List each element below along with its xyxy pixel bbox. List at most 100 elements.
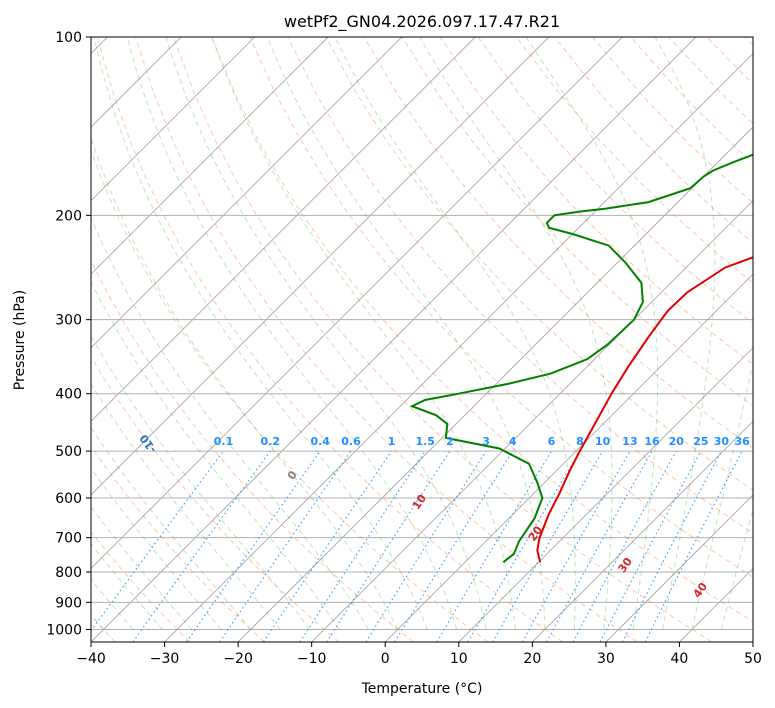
x-tick-label: −30 [150, 651, 180, 667]
isotherm [752, 641, 753, 642]
mixing-ratio-line [599, 450, 702, 642]
mixing-ratio-line [326, 450, 451, 642]
isotherm [384, 273, 753, 642]
moist-adiabat [266, 37, 546, 630]
data-layer [409, 153, 753, 563]
mixing-ratio-label: 8 [576, 435, 584, 448]
dry-adiabat [287, 37, 753, 534]
mixing-ratio-label: 20 [669, 435, 685, 448]
y-tick-label: 900 [55, 595, 82, 611]
mixing-ratio-line [436, 450, 553, 642]
mixing-ratio-line [186, 450, 321, 642]
moist-adiabat [91, 136, 399, 630]
x-tick-label: −20 [223, 651, 253, 667]
plot-area [91, 37, 753, 642]
isotherm [91, 37, 256, 202]
dry-adiabat [211, 37, 753, 623]
dry-adiabat [91, 149, 489, 642]
y-axis-label: Pressure (hPa) [12, 290, 28, 390]
isotherm [164, 52, 753, 642]
plot-frame [90, 36, 754, 643]
chart-title: wetPf2_GN04.2026.097.17.47.R21 [284, 12, 560, 32]
mixing-ratio-line [394, 450, 514, 642]
temperature-profile-line [536, 256, 753, 563]
moist-adiabat [654, 37, 716, 630]
background-grid [91, 37, 753, 642]
mixing-ratio-label: 36 [734, 435, 750, 448]
mixing-ratio-line [132, 450, 271, 642]
dry-adiabat [439, 37, 753, 365]
dry-adiabat [96, 37, 563, 642]
y-tick-label: 500 [55, 444, 82, 460]
moist-adiabat [91, 467, 222, 630]
y-tick-label: 600 [55, 491, 82, 507]
dry-adiabat-label: -20 [57, 400, 79, 424]
mixing-ratio-line [572, 450, 677, 642]
isotherm [605, 494, 753, 642]
mixing-ratio-label: 3 [482, 435, 490, 448]
moist-adiabat [691, 360, 753, 630]
dry-adiabat [91, 445, 265, 642]
dry-adiabat [135, 37, 638, 642]
mixing-ratio-line [219, 450, 352, 642]
mixing-ratio-line [365, 450, 487, 642]
mixing-ratio-label: 0.1 [214, 435, 234, 448]
moist-adiabat [165, 37, 487, 630]
mixing-ratio-line [262, 450, 392, 642]
y-tick-label: 1000 [46, 622, 82, 638]
mixing-ratio-label: 0.4 [310, 435, 330, 448]
y-tick-label: 300 [55, 313, 82, 329]
plot-background [91, 37, 753, 642]
moist-adiabat [126, 37, 458, 630]
x-tick-label: 20 [523, 651, 541, 667]
isotherm [91, 37, 697, 642]
x-tick-label: 30 [597, 651, 615, 667]
mixing-ratio-label: 1.5 [415, 435, 435, 448]
isotherm [237, 126, 753, 642]
moist-adiabat [525, 37, 659, 630]
x-tick-label: 40 [671, 651, 689, 667]
isotherm [91, 37, 476, 423]
x-tick-label: −40 [76, 651, 106, 667]
isotherm [91, 37, 329, 275]
mixing-ratio-label: 10 [595, 435, 611, 448]
moist-adiabat [334, 37, 576, 630]
dry-adiabat [173, 37, 713, 642]
x-axis-label: Temperature (°C) [361, 681, 483, 697]
moist-adiabat [91, 216, 369, 630]
isotherm [91, 37, 403, 349]
mixing-ratio-label: 16 [644, 435, 660, 448]
mixing-ratio-label: 4 [509, 435, 517, 448]
mixing-ratio-label: 0.2 [261, 435, 281, 448]
dry-adiabat [477, 37, 753, 325]
y-tick-label: 400 [55, 387, 82, 403]
x-tick-label: −10 [297, 651, 327, 667]
mixing-ratio-label: 2 [446, 435, 454, 448]
mixing-ratio-label: 13 [622, 435, 637, 448]
moist-adiabat [91, 382, 281, 630]
dry-adiabat [325, 37, 753, 491]
isotherm [91, 37, 550, 496]
dry-adiabat [91, 531, 191, 642]
mixing-ratio-label: 1 [388, 435, 396, 448]
moist-adiabat [91, 505, 193, 630]
x-tick-label: 50 [744, 651, 762, 667]
mixing-ratio-line [299, 450, 426, 642]
axes: −40 −30 −20 −10 0 10 20 30 40 50 1000 900 800 700 600 5… [46, 30, 762, 667]
y-tick-label: 700 [55, 531, 82, 547]
moist-adiabat [91, 426, 252, 630]
isotherm [458, 347, 753, 642]
moist-adiabat [93, 37, 428, 630]
mixing-ratio-label: 30 [714, 435, 730, 448]
moist-adiabat [91, 542, 163, 630]
mixing-ratio-label: 0.6 [341, 435, 361, 448]
mixing-ratio-label: 6 [548, 435, 556, 448]
moist-adiabat [91, 578, 134, 630]
moist-adiabat [419, 37, 613, 630]
dry-adiabat [91, 355, 340, 642]
y-tick-label: 200 [55, 208, 82, 224]
x-tick-label: 10 [450, 651, 468, 667]
y-tick-label: 100 [55, 30, 82, 46]
dewpoint-profile-line [409, 153, 753, 563]
